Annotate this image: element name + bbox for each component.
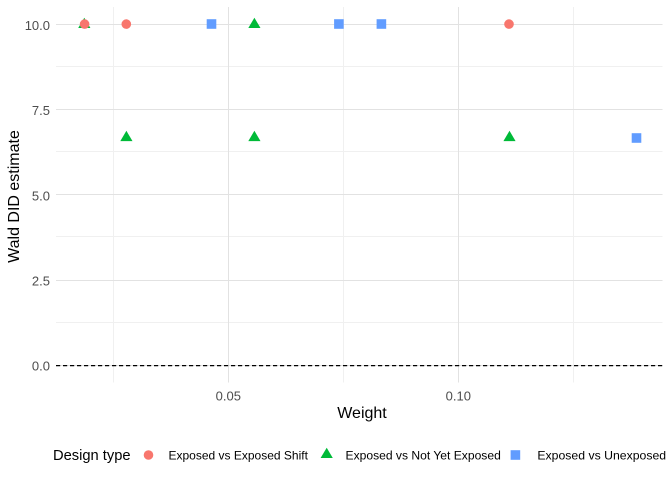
- svg-text:Exposed vs Exposed Shift: Exposed vs Exposed Shift: [169, 448, 309, 462]
- svg-text:Exposed vs Unexposed: Exposed vs Unexposed: [537, 448, 666, 462]
- svg-text:Exposed vs Not Yet Exposed: Exposed vs Not Yet Exposed: [346, 448, 501, 462]
- svg-text:Wald DID estimate: Wald DID estimate: [6, 130, 23, 263]
- svg-text:2.5: 2.5: [32, 274, 50, 289]
- svg-text:0.10: 0.10: [446, 388, 471, 403]
- svg-text:0.05: 0.05: [216, 388, 241, 403]
- svg-text:Weight: Weight: [337, 405, 387, 422]
- svg-text:7.5: 7.5: [32, 103, 50, 118]
- svg-text:0.0: 0.0: [32, 359, 50, 374]
- svg-text:10.0: 10.0: [25, 18, 50, 33]
- svg-text:5.0: 5.0: [32, 188, 50, 203]
- svg-text:Design type: Design type: [53, 448, 131, 464]
